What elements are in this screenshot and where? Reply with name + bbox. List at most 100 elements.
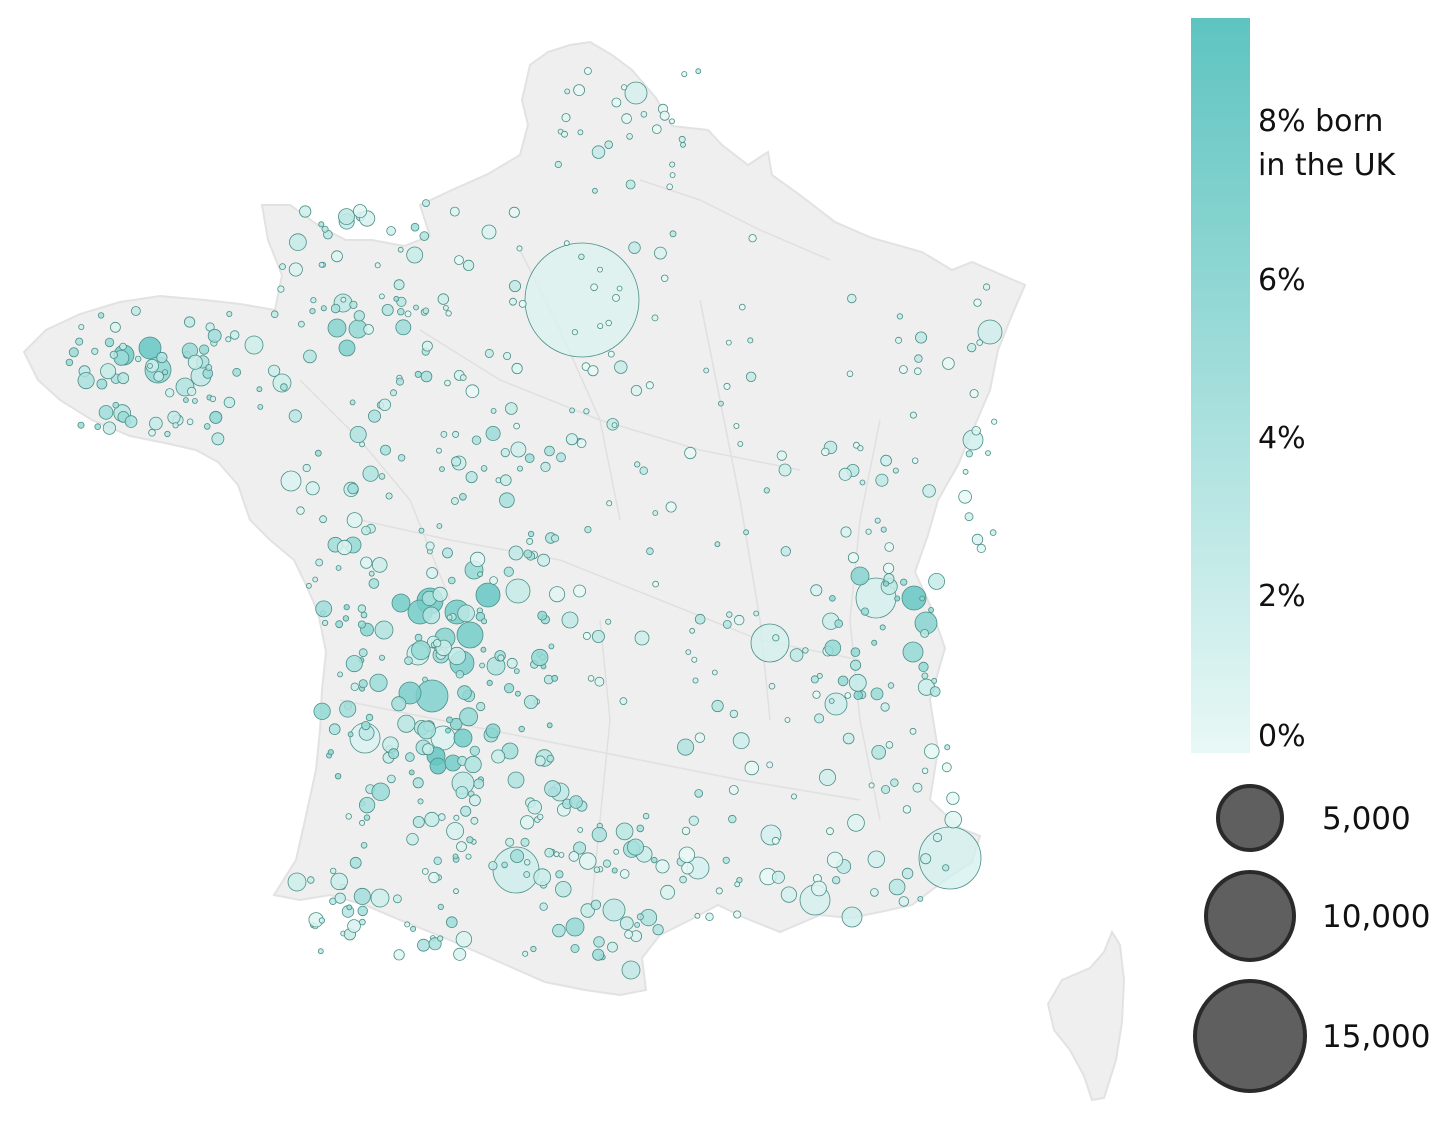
commune-bubble: [971, 426, 981, 436]
commune-bubble: [590, 283, 598, 292]
commune-bubble: [890, 778, 899, 787]
commune-bubble: [522, 950, 529, 957]
commune-bubble: [733, 422, 740, 429]
commune-bubble: [620, 84, 628, 91]
commune-bubble: [350, 682, 359, 691]
commune-bubble: [414, 370, 422, 378]
commune-bubble: [457, 685, 472, 700]
commune-bubble: [199, 344, 210, 355]
commune-bubble: [411, 640, 431, 660]
commune-bubble: [982, 283, 991, 291]
commune-bubble: [424, 811, 440, 827]
commune-bubble: [711, 669, 718, 676]
commune-bubble: [374, 620, 394, 640]
commune-bubble: [334, 892, 346, 904]
commune-bubble: [614, 360, 628, 374]
commune-bubble: [853, 690, 863, 701]
commune-bubble: [544, 847, 554, 858]
commune-bubble: [162, 369, 169, 376]
commune-bubble: [404, 921, 411, 928]
commune-bubble: [902, 641, 924, 663]
commune-bubble: [455, 786, 469, 799]
commune-bubble: [404, 656, 413, 665]
commune-bubble: [499, 474, 512, 487]
commune-bubbles: [65, 67, 1003, 980]
commune-bubble: [636, 913, 644, 921]
commune-bubble: [315, 600, 333, 618]
commune-bubble: [587, 675, 595, 682]
commune-bubble: [565, 917, 585, 937]
commune-bubble: [395, 377, 404, 386]
commune-bubble: [349, 856, 362, 869]
commune-bubble: [615, 822, 634, 841]
commune-bubble: [738, 303, 746, 311]
commune-bubble: [602, 859, 612, 868]
commune-bubble: [110, 321, 121, 333]
commune-bubble: [634, 630, 650, 646]
commune-bubble: [917, 896, 924, 902]
commune-bubble: [850, 647, 861, 657]
commune-bubble: [507, 771, 525, 789]
commune-bubble: [459, 374, 467, 381]
commune-bubble: [65, 358, 74, 367]
commune-bubble: [412, 816, 425, 829]
commune-bubble: [780, 546, 792, 557]
commune-bubble: [645, 381, 654, 390]
commune-bubble: [433, 639, 442, 648]
commune-bubble: [77, 372, 95, 390]
commune-bubble: [810, 584, 823, 597]
commune-bubble: [884, 542, 894, 552]
commune-bubble: [466, 836, 474, 844]
commune-bubble: [561, 130, 568, 138]
commune-bubble: [597, 266, 603, 273]
commune-bubble: [385, 492, 393, 500]
size-legend: 5,000 10,000 15,000: [1193, 784, 1430, 1093]
commune-bubble: [378, 293, 385, 300]
commune-bubble: [892, 467, 899, 474]
corsica-shape: [1046, 929, 1126, 1102]
commune-bubble: [417, 720, 436, 740]
commune-bubble: [646, 547, 654, 555]
commune-bubble: [681, 71, 688, 78]
commune-bubble: [503, 566, 514, 577]
commune-bubble: [919, 595, 926, 602]
commune-bubble: [865, 528, 872, 535]
commune-bubble: [187, 354, 203, 370]
commune-bubble: [882, 580, 890, 587]
commune-bubble: [573, 84, 585, 96]
commune-bubble: [353, 204, 368, 219]
commune-bubble: [444, 379, 451, 387]
commune-bubble: [602, 898, 626, 922]
commune-bubble: [705, 912, 714, 921]
commune-bubble: [406, 833, 419, 846]
commune-bubble: [780, 886, 798, 903]
commune-bubble: [104, 337, 115, 348]
commune-bubble: [429, 757, 447, 775]
commune-bubble: [330, 872, 348, 891]
commune-bubble: [942, 357, 955, 370]
commune-bubble: [555, 870, 564, 879]
commune-bubble: [464, 755, 482, 774]
commune-bubble: [592, 948, 605, 961]
commune-bubble: [130, 306, 141, 316]
commune-bubble: [77, 421, 85, 429]
commune-bubble: [346, 512, 363, 528]
commune-bubble: [660, 884, 675, 900]
commune-bubble: [867, 850, 886, 869]
commune-bubble: [577, 827, 584, 833]
commune-bubble: [776, 450, 787, 461]
commune-bubble: [944, 744, 951, 751]
commune-bubble: [479, 662, 486, 669]
commune-bubble: [832, 876, 841, 885]
commune-bubble: [591, 826, 607, 843]
commune-bubble: [922, 484, 936, 498]
commune-bubble: [553, 851, 560, 858]
commune-bubble: [537, 813, 544, 821]
commune-bubble: [881, 785, 891, 795]
commune-bubble: [229, 330, 240, 340]
commune-bubble: [834, 619, 843, 628]
commune-bubble: [361, 720, 371, 731]
commune-bubble: [969, 389, 979, 399]
commune-bubble: [455, 931, 473, 948]
commune-bubble: [669, 118, 675, 125]
